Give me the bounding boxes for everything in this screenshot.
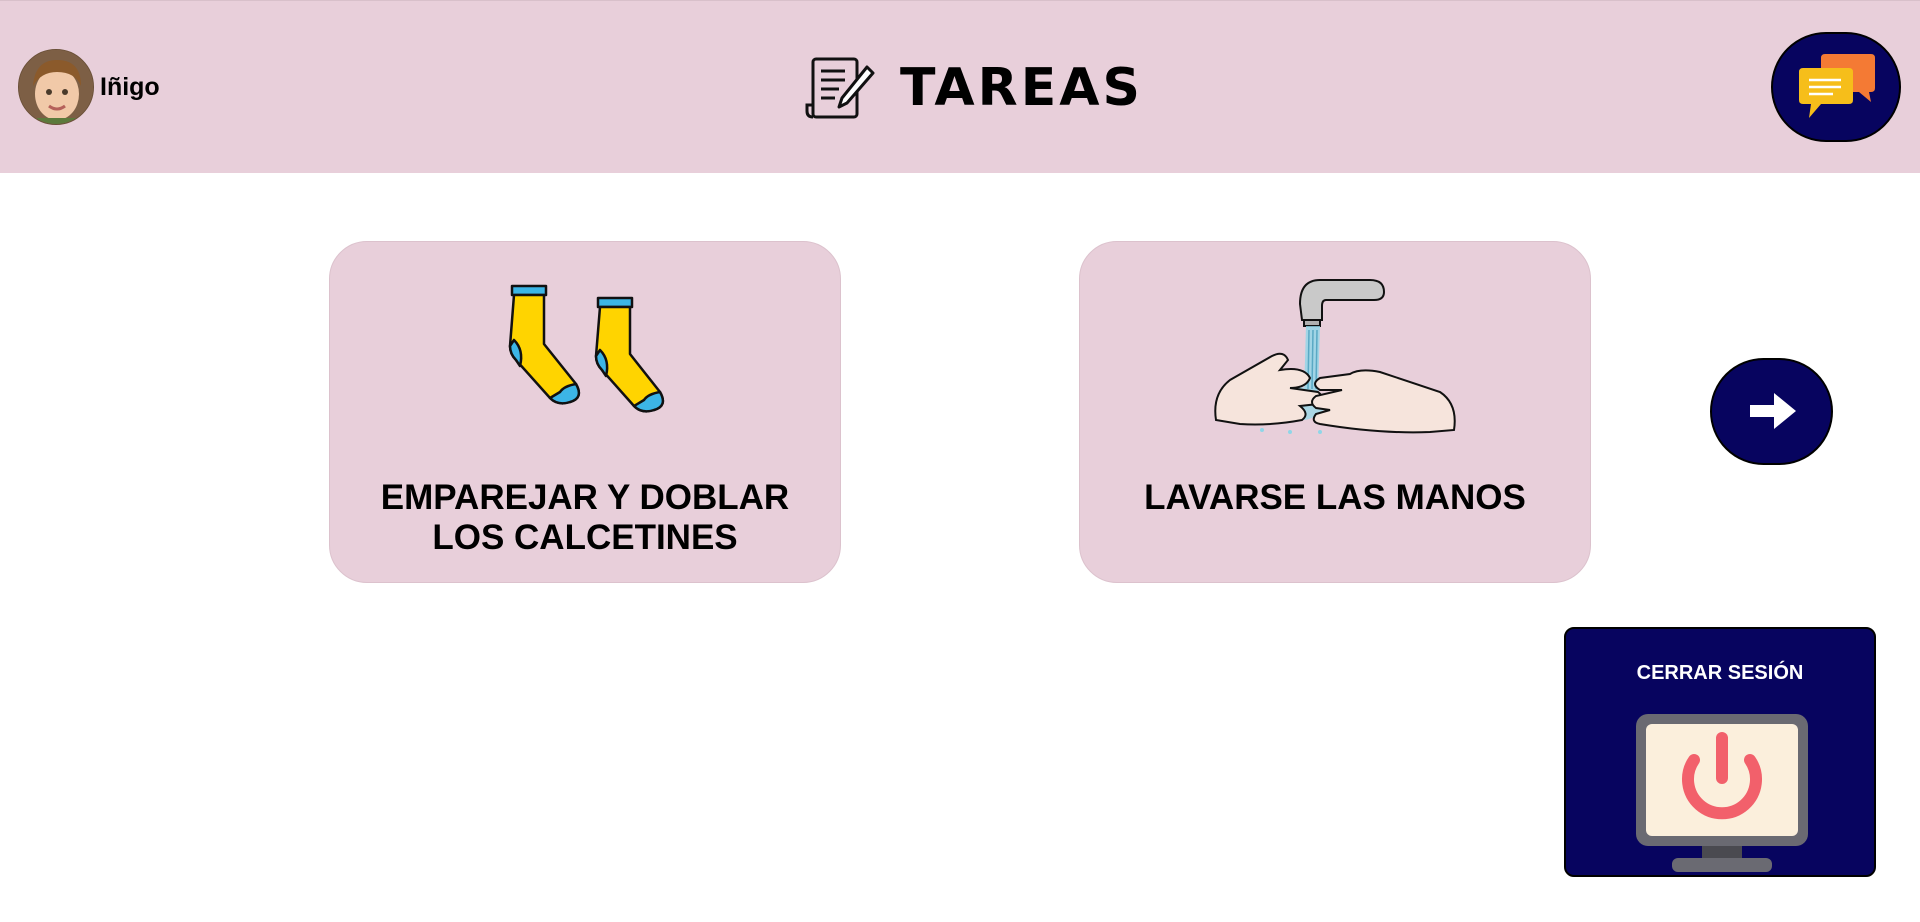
logout-label: CERRAR SESIÓN [1636,662,1804,684]
page-title: TAREAS [900,58,1143,118]
task-card-socks[interactable]: EMPAREJAR Y DOBLAR LOS CALCETINES [329,241,841,583]
power-monitor-icon [1636,714,1808,872]
chat-bubbles-icon [1799,54,1875,118]
next-page-button[interactable] [1710,358,1833,465]
task-label: LAVARSE LAS MANOS [1144,478,1526,517]
socks-icon [508,284,665,413]
header-bar: Iñigo TAREAS [0,0,1920,173]
task-label: EMPAREJAR Y DOBLAR LOS CALCETINES [380,478,790,557]
arrow-right-icon [1750,393,1796,429]
user-name: Iñigo [100,72,160,101]
logout-button[interactable]: CERRAR SESIÓN [1564,627,1876,877]
hand-washing-icon [1214,279,1456,434]
avatar [18,49,94,125]
notepad-pencil-icon [805,57,875,119]
user-profile[interactable]: Iñigo [18,49,160,125]
task-card-handwashing[interactable]: LAVARSE LAS MANOS [1079,241,1591,583]
chat-button[interactable] [1771,32,1901,142]
page-title-group: TAREAS [805,53,1143,123]
